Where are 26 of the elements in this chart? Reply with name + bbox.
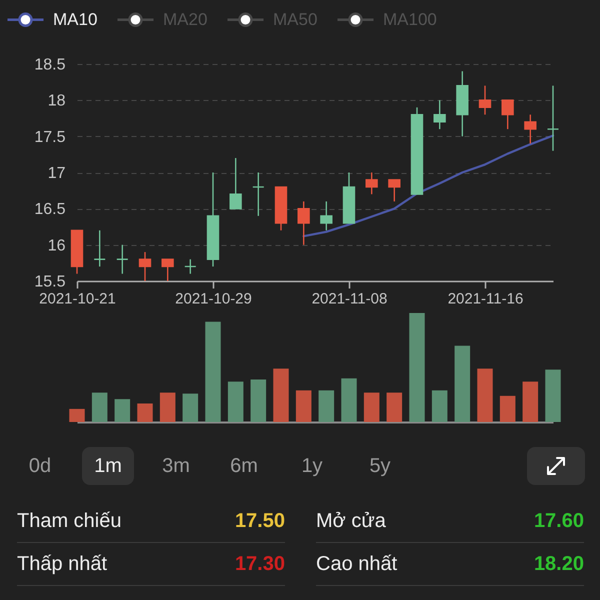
- x-tick-label: 2021-10-29: [175, 290, 252, 308]
- y-tick-label: 15.5: [34, 274, 66, 290]
- y-tick-label: 17: [48, 165, 66, 182]
- x-tick-label: 2021-10-21: [39, 290, 116, 308]
- category-label: Cao nhất: [316, 552, 398, 577]
- data-label: 17.60: [534, 509, 584, 534]
- text: 3m: [161, 454, 191, 479]
- data-label: 18.20: [534, 552, 584, 577]
- y-tick-label: 18: [48, 92, 66, 110]
- y-tick-label: 16: [48, 237, 66, 254]
- x-tick-label: 2021-11-08: [312, 290, 388, 308]
- y-tick-label: 16.5: [34, 201, 66, 218]
- y-tick-label: 18.5: [34, 56, 66, 74]
- category-label: Tham chiếu: [17, 509, 122, 534]
- text: 0d: [28, 454, 52, 479]
- text: 1m: [82, 447, 134, 485]
- data-label: 17.50: [234, 509, 285, 534]
- x-tick-label: 2021-11-16: [448, 290, 524, 308]
- legend-label: MA10: [53, 10, 98, 29]
- text: 5y: [368, 454, 392, 479]
- data-label: 17.30: [234, 552, 285, 577]
- category-label: Mở cửa: [316, 509, 386, 534]
- y-tick-label: 17.5: [34, 128, 66, 146]
- text: 6m: [229, 454, 259, 479]
- text: 1y: [300, 454, 324, 479]
- category-label: Thấp nhất: [17, 552, 108, 577]
